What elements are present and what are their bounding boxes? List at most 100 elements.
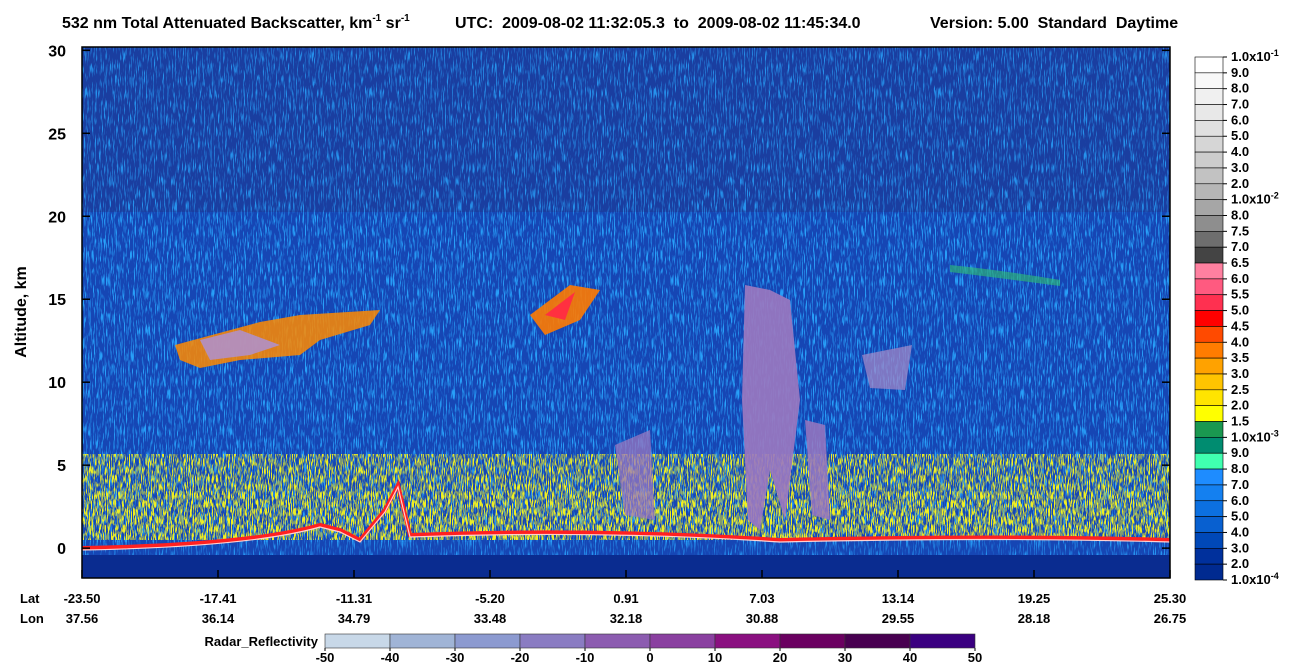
radar-colorbar-box [844,633,911,649]
colorbar-label: 5.0 [1231,509,1249,524]
colorbar-label: 2.5 [1231,382,1249,397]
colorbar-label-exp: -2 [1271,191,1279,201]
colorbar-label: 8.0 [1231,81,1249,96]
colorbar-label: 5.0 [1231,303,1249,318]
radar-colorbar-box [389,633,456,649]
colorbar-label-base: 1.0x10 [1231,192,1271,207]
x-row-label: Lon [20,611,44,626]
title-text: 532 nm Total Attenuated Backscatter, km [62,15,372,32]
lat-label: -11.31 [336,591,372,606]
radar-colorbar-box [454,633,521,649]
colorbar-label-base: 1.0x10 [1231,572,1271,587]
y-tick-label: 5 [57,458,66,475]
radar-colorbar-box [649,633,716,649]
colorbar-box [1194,88,1224,105]
colorbar-box [1194,405,1224,422]
radar-tick-label: 20 [773,650,787,665]
colorbar-box [1194,294,1224,311]
title-sup: -1 [401,13,410,24]
colorbar-label: 7.0 [1231,239,1249,254]
colorbar-box [1194,167,1224,185]
utc: UTC: 2009-08-02 11:32:05.3 to 2009-08-02… [455,15,861,32]
radar-tick-label: 30 [838,650,852,665]
colorbar-label: 3.0 [1231,160,1249,175]
colorbar-label: 7.0 [1231,477,1249,492]
colorbar-box [1194,468,1224,486]
colorbar-label: 4.0 [1231,524,1249,539]
colorbar-box [1194,532,1224,549]
aerosol-layer [82,491,1170,540]
radar-colorbar-box [584,633,651,649]
colorbar-box [1194,421,1224,438]
radar-tick-label: -10 [576,650,595,665]
radar-colorbar-box [324,633,391,649]
y-tick-label: 0 [57,541,66,558]
radar-colorbar-box [779,633,846,649]
colorbar-label: 9.0 [1231,65,1249,80]
colorbar-label-exp: -1 [1271,48,1279,58]
lon-label: 37.56 [66,611,99,626]
y-tick-label: 30 [48,43,66,60]
radar-tick-label: 10 [708,650,722,665]
colorbar-label: 2.0 [1231,398,1249,413]
lat-label: 0.91 [613,591,638,606]
lon-label: 26.75 [1154,611,1187,626]
radar-tick-label: -50 [316,650,335,665]
colorbar-label: 6.0 [1231,493,1249,508]
colorbar-box [1194,278,1224,296]
colorbar-label: 9.0 [1231,445,1249,460]
colorbar-label: 1.0x10-4 [1231,571,1279,587]
colorbar-box [1194,389,1224,406]
colorbar-label: 6.0 [1231,271,1249,286]
colorbar-label: 8.0 [1231,207,1249,222]
convective-cloud [805,420,830,520]
lon-label: 36.14 [202,611,235,626]
colorbar-box [1194,563,1224,581]
colorbar-label: 2.0 [1231,556,1249,571]
lat-label: 13.14 [882,591,915,606]
convective-cloud [742,285,800,530]
x-row-label: Lat [20,591,40,606]
colorbar-box [1194,341,1224,359]
y-axis-label: Altitude, km [13,266,30,358]
radar-colorbar-box [519,633,586,649]
radar-tick-label: 40 [903,650,917,665]
version: Version: 5.00 Standard Daytime [930,15,1178,32]
colorbar-label: 5.0 [1231,128,1249,143]
colorbar-label: 1.0x10-2 [1231,191,1279,207]
colorbar-label-base: 1.0x10 [1231,49,1271,64]
y-tick-label: 15 [48,292,66,309]
y-tick-label: 10 [48,375,66,392]
lat-label: -23.50 [64,591,101,606]
chart-title: 532 nm Total Attenuated Backscatter, km -… [62,13,410,32]
lon-label: 28.18 [1018,611,1051,626]
lat-label: 7.03 [749,591,774,606]
radar-tick-label: -20 [511,650,530,665]
radar-colorbar-box [909,633,976,649]
y-tick-label: 20 [48,209,66,226]
colorbar-box [1194,183,1224,200]
colorbar-label: 4.0 [1231,144,1249,159]
colorbar-label: 7.5 [1231,223,1249,238]
colorbar-box [1194,326,1224,343]
radar-colorbar-box [714,633,781,649]
colorbar-box [1194,246,1224,264]
colorbar-box [1194,310,1224,327]
colorbar-box [1194,199,1224,216]
colorbar-label: 1.5 [1231,414,1249,429]
colorbar-box [1194,452,1224,470]
colorbar-label: 1.0x10-3 [1231,428,1279,444]
colorbar-label-base: 1.0x10 [1231,429,1271,444]
cirrus [545,292,575,320]
lat-label: 19.25 [1018,591,1051,606]
cirrus [862,345,912,390]
colorbar-box [1194,500,1224,517]
lat-label: -17.41 [200,591,237,606]
colorbar-box [1194,437,1224,454]
colorbar-label: 6.5 [1231,255,1249,270]
colorbar-label: 3.5 [1231,350,1249,365]
colorbar-box [1194,215,1224,232]
colorbar-label: 4.0 [1231,334,1249,349]
y-tick-label: 25 [48,126,66,143]
lon-label: 30.88 [746,611,779,626]
